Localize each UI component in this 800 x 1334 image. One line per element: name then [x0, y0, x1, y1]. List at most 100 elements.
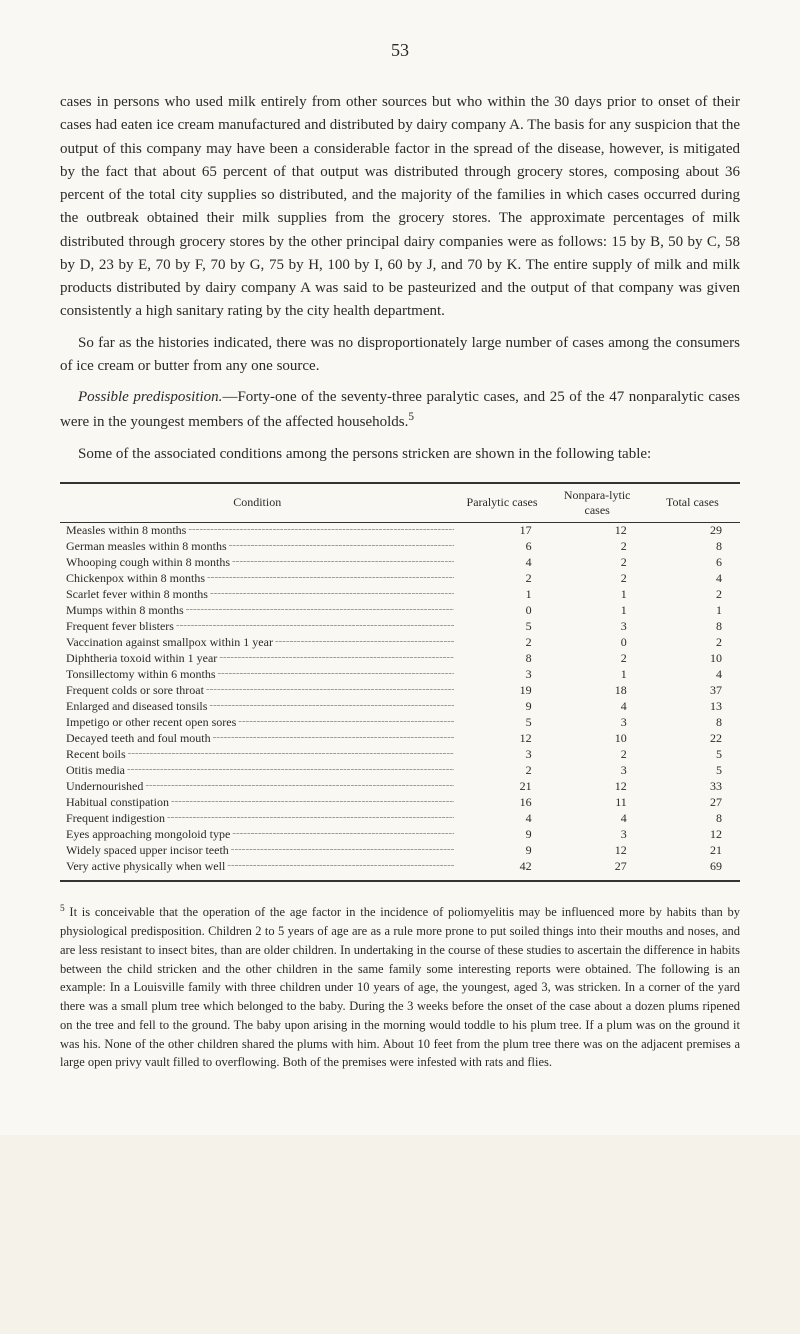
table-row: Mumps within 8 months011 — [60, 603, 740, 619]
total-cell: 6 — [645, 555, 740, 571]
table-row: Frequent indigestion448 — [60, 811, 740, 827]
table-row: Vaccination against smallpox within 1 ye… — [60, 635, 740, 651]
total-cell: 8 — [645, 539, 740, 555]
nonparalytic-cell: 2 — [550, 747, 645, 763]
paralytic-cell: 9 — [454, 827, 549, 843]
nonparalytic-cell: 12 — [550, 522, 645, 539]
table-header-row: Condition Paralytic cases Nonpara-lytic … — [60, 483, 740, 523]
nonparalytic-cell: 3 — [550, 715, 645, 731]
nonparalytic-cell: 2 — [550, 571, 645, 587]
nonparalytic-cell: 0 — [550, 635, 645, 651]
paralytic-cell: 0 — [454, 603, 549, 619]
table-body: Measles within 8 months171229German meas… — [60, 522, 740, 881]
total-cell: 22 — [645, 731, 740, 747]
table-row: Decayed teeth and foul mouth121022 — [60, 731, 740, 747]
total-cell: 4 — [645, 667, 740, 683]
condition-cell: German measles within 8 months — [60, 539, 454, 555]
total-cell: 21 — [645, 843, 740, 859]
paralytic-cell: 4 — [454, 555, 549, 571]
paralytic-cell: 8 — [454, 651, 549, 667]
condition-cell: Frequent fever blisters — [60, 619, 454, 635]
table-row: Frequent colds or sore throat191837 — [60, 683, 740, 699]
total-cell: 27 — [645, 795, 740, 811]
total-cell: 4 — [645, 571, 740, 587]
paralytic-cell: 2 — [454, 635, 549, 651]
paralytic-cell: 1 — [454, 587, 549, 603]
footnote-text: It is conceivable that the operation of … — [60, 905, 740, 1069]
nonparalytic-cell: 12 — [550, 843, 645, 859]
paralytic-cell: 3 — [454, 747, 549, 763]
header-paralytic: Paralytic cases — [454, 483, 549, 523]
nonparalytic-cell: 2 — [550, 539, 645, 555]
total-cell: 2 — [645, 587, 740, 603]
paralytic-cell: 12 — [454, 731, 549, 747]
header-total: Total cases — [645, 483, 740, 523]
table-row: Frequent fever blisters538 — [60, 619, 740, 635]
footnote: 5 It is conceivable that the operation o… — [60, 902, 740, 1072]
nonparalytic-cell: 27 — [550, 859, 645, 882]
nonparalytic-cell: 1 — [550, 603, 645, 619]
condition-cell: Recent boils — [60, 747, 454, 763]
condition-cell: Frequent indigestion — [60, 811, 454, 827]
nonparalytic-cell: 2 — [550, 651, 645, 667]
nonparalytic-cell: 1 — [550, 667, 645, 683]
nonparalytic-cell: 2 — [550, 555, 645, 571]
condition-cell: Otitis media — [60, 763, 454, 779]
table-row: Diphtheria toxoid within 1 year8210 — [60, 651, 740, 667]
condition-cell: Chickenpox within 8 months — [60, 571, 454, 587]
total-cell: 1 — [645, 603, 740, 619]
condition-cell: Mumps within 8 months — [60, 603, 454, 619]
total-cell: 13 — [645, 699, 740, 715]
paragraph-3: Possible predisposition.—Forty-one of th… — [60, 386, 740, 435]
condition-cell: Frequent colds or sore throat — [60, 683, 454, 699]
paralytic-cell: 4 — [454, 811, 549, 827]
nonparalytic-cell: 12 — [550, 779, 645, 795]
table-row: Recent boils325 — [60, 747, 740, 763]
table-row: Tonsillectomy within 6 months314 — [60, 667, 740, 683]
condition-cell: Decayed teeth and foul mouth — [60, 731, 454, 747]
nonparalytic-cell: 4 — [550, 699, 645, 715]
table-row: Otitis media235 — [60, 763, 740, 779]
nonparalytic-cell: 3 — [550, 619, 645, 635]
table-row: Eyes approaching mongoloid type9312 — [60, 827, 740, 843]
paralytic-cell: 16 — [454, 795, 549, 811]
table-row: Habitual constipation161127 — [60, 795, 740, 811]
paralytic-cell: 2 — [454, 571, 549, 587]
total-cell: 8 — [645, 619, 740, 635]
table-row: Very active physically when well422769 — [60, 859, 740, 882]
condition-cell: Tonsillectomy within 6 months — [60, 667, 454, 683]
table-row: Undernourished211233 — [60, 779, 740, 795]
paralytic-cell: 9 — [454, 843, 549, 859]
total-cell: 37 — [645, 683, 740, 699]
total-cell: 2 — [645, 635, 740, 651]
condition-cell: Measles within 8 months — [60, 522, 454, 539]
conditions-table-wrapper: Condition Paralytic cases Nonpara-lytic … — [60, 482, 740, 883]
document-page: 53 cases in persons who used milk entire… — [0, 0, 800, 1135]
condition-cell: Widely spaced upper incisor teeth — [60, 843, 454, 859]
condition-cell: Undernourished — [60, 779, 454, 795]
paragraph-4: Some of the associated conditions among … — [60, 443, 740, 466]
total-cell: 5 — [645, 763, 740, 779]
total-cell: 33 — [645, 779, 740, 795]
total-cell: 8 — [645, 811, 740, 827]
paralytic-cell: 5 — [454, 619, 549, 635]
paragraph-3-lead: Possible predisposition. — [78, 389, 222, 405]
paralytic-cell: 17 — [454, 522, 549, 539]
paralytic-cell: 6 — [454, 539, 549, 555]
table-row: Enlarged and diseased tonsils9413 — [60, 699, 740, 715]
nonparalytic-cell: 3 — [550, 763, 645, 779]
condition-cell: Enlarged and diseased tonsils — [60, 699, 454, 715]
conditions-table: Condition Paralytic cases Nonpara-lytic … — [60, 482, 740, 883]
condition-cell: Diphtheria toxoid within 1 year — [60, 651, 454, 667]
nonparalytic-cell: 4 — [550, 811, 645, 827]
total-cell: 69 — [645, 859, 740, 882]
total-cell: 10 — [645, 651, 740, 667]
paralytic-cell: 9 — [454, 699, 549, 715]
paralytic-cell: 42 — [454, 859, 549, 882]
paralytic-cell: 19 — [454, 683, 549, 699]
paragraph-2: So far as the histories indicated, there… — [60, 332, 740, 379]
table-row: Impetigo or other recent open sores538 — [60, 715, 740, 731]
header-condition: Condition — [60, 483, 454, 523]
paragraph-1: cases in persons who used milk entirely … — [60, 91, 740, 324]
paragraph-3-footnote-ref: 5 — [408, 411, 414, 423]
